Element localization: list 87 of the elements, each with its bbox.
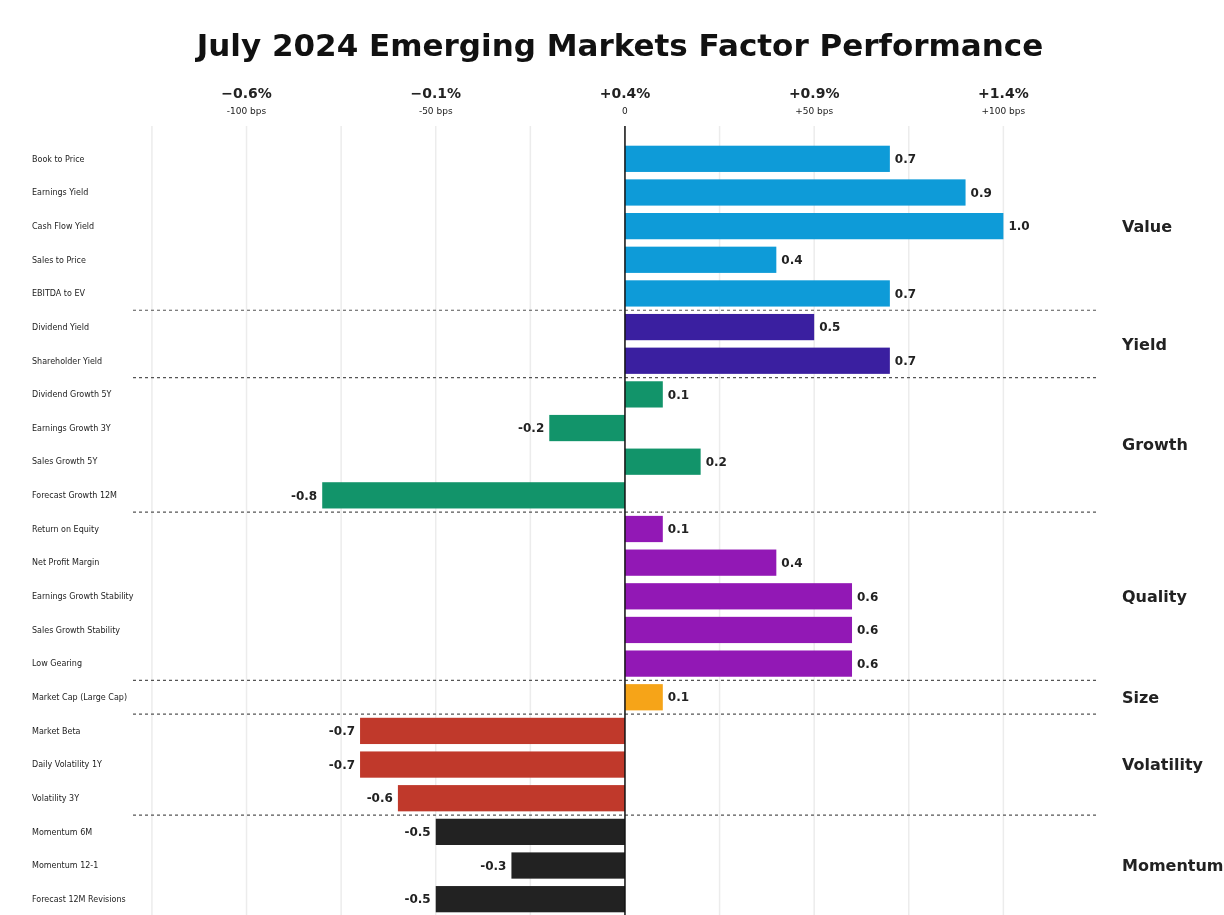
data-label: 0.5 xyxy=(819,320,841,335)
y-tick-label: Earnings Growth Stability xyxy=(32,592,134,602)
bar xyxy=(549,414,625,442)
text: Volatility xyxy=(1122,755,1204,775)
y-tick-label: Net Profit Margin xyxy=(32,558,100,568)
text: Value xyxy=(1122,216,1173,236)
text: Quality xyxy=(1122,586,1188,606)
data-label: -0.5 xyxy=(404,825,431,840)
bar xyxy=(624,549,777,576)
bar xyxy=(511,852,625,879)
y-tick-label: Dividend Yield xyxy=(32,322,90,332)
bar xyxy=(624,347,890,374)
bar xyxy=(435,886,625,913)
y-tick-label: EBITDA to EV xyxy=(32,289,86,299)
data-label: -0.7 xyxy=(328,724,356,739)
bar xyxy=(624,313,815,341)
data-label: 0.1 xyxy=(667,522,690,537)
x2-tick-label: 0 xyxy=(622,106,629,116)
bar xyxy=(624,381,663,408)
data-label: -0.2 xyxy=(518,421,545,436)
y-tick-label: Earnings Growth 3Y xyxy=(32,423,111,433)
chart-title: July 2024 Emerging Markets Factor Performance xyxy=(194,27,1044,63)
y-tick-label: Sales to Price xyxy=(32,255,86,265)
bar xyxy=(435,818,625,845)
bar xyxy=(624,246,777,273)
x2-tick-label: -100 bps xyxy=(226,106,267,116)
bar xyxy=(624,145,890,172)
y-tick-label: Forecast 12M Revisions xyxy=(32,894,126,904)
bar xyxy=(360,717,625,745)
bar xyxy=(624,616,853,644)
text: Momentum xyxy=(1122,856,1224,876)
data-label: 0.6 xyxy=(857,656,879,671)
y-tick-label: Sales Growth 5Y xyxy=(32,457,98,467)
y-tick-label: Volatility 3Y xyxy=(32,794,80,804)
text: Size xyxy=(1122,687,1160,707)
data-label: 0.7 xyxy=(894,353,917,368)
y-tick-label: Dividend Growth 5Y xyxy=(32,390,112,400)
x-tick-label: +1.4% xyxy=(978,85,1029,101)
text: Growth xyxy=(1122,435,1188,455)
bar xyxy=(397,785,625,812)
bar xyxy=(624,179,966,206)
bar xyxy=(624,448,701,475)
x-tick-label: +0.4% xyxy=(599,85,651,101)
data-label: 0.4 xyxy=(781,555,803,570)
y-tick-label: Momentum 6M xyxy=(32,827,93,837)
data-label: 0.1 xyxy=(667,387,690,402)
y-tick-label: Forecast Growth 12M xyxy=(32,491,118,501)
bar xyxy=(624,515,663,543)
x2-tick-label: +50 bps xyxy=(795,106,834,116)
data-label: 1.0 xyxy=(1008,219,1030,234)
x2-tick-label: -50 bps xyxy=(418,106,453,116)
data-label: -0.3 xyxy=(480,858,507,873)
bar xyxy=(624,280,890,307)
x-tick-label: −0.6% xyxy=(221,85,272,101)
data-label: -0.8 xyxy=(290,488,318,503)
data-label: 0.1 xyxy=(667,690,690,705)
y-tick-label: Shareholder Yield xyxy=(32,356,103,366)
y-tick-label: Earnings Yield xyxy=(32,188,89,198)
y-tick-label: Momentum 12-1 xyxy=(32,861,99,871)
bar xyxy=(624,583,853,610)
x-tick-label: −0.1% xyxy=(410,85,462,101)
y-tick-label: Low Gearing xyxy=(32,659,82,669)
data-label: -0.7 xyxy=(328,757,356,772)
data-label: 0.4 xyxy=(781,252,803,267)
x2-tick-label: +100 bps xyxy=(981,106,1026,116)
y-tick-label: Market Cap (Large Cap) xyxy=(32,693,128,703)
text: Yield xyxy=(1121,334,1167,354)
bar xyxy=(624,650,853,677)
data-label: 0.6 xyxy=(857,623,879,638)
y-tick-label: Market Beta xyxy=(32,726,81,736)
y-tick-label: Sales Growth Stability xyxy=(32,625,121,635)
y-tick-label: Book to Price xyxy=(32,154,85,164)
bar xyxy=(360,751,625,778)
data-label: -0.6 xyxy=(366,791,393,806)
data-label: 0.6 xyxy=(857,589,879,604)
data-label: 0.2 xyxy=(705,454,727,469)
data-label: -0.5 xyxy=(404,892,431,907)
data-label: 0.7 xyxy=(894,152,917,167)
data-label: 0.7 xyxy=(894,286,917,301)
bar xyxy=(624,684,663,711)
bar xyxy=(624,213,1004,240)
x-tick-label: +0.9% xyxy=(788,85,840,101)
y-tick-label: Daily Volatility 1Y xyxy=(32,760,102,770)
data-label: 0.9 xyxy=(970,185,992,200)
y-tick-label: Cash Flow Yield xyxy=(32,221,95,231)
y-tick-label: Return on Equity xyxy=(32,524,100,534)
bar xyxy=(322,482,625,509)
